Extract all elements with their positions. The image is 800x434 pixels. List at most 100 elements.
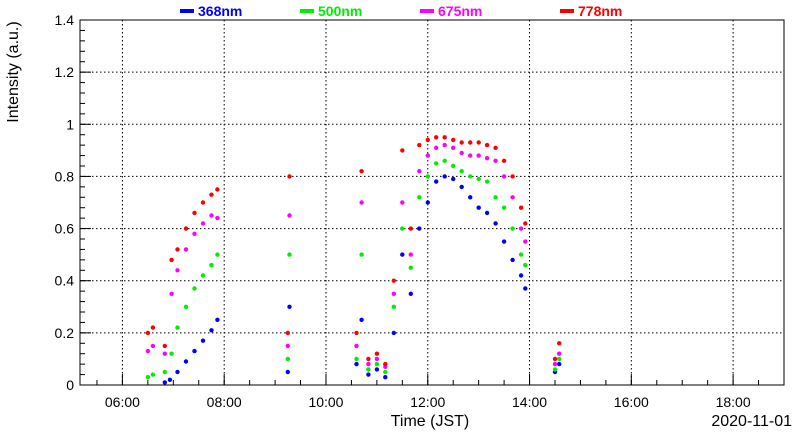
data-point-368nm bbox=[354, 361, 359, 367]
data-point-500nm bbox=[557, 356, 562, 362]
data-point-500nm bbox=[518, 252, 524, 257]
data-point-500nm bbox=[285, 356, 290, 362]
data-point-368nm bbox=[442, 174, 447, 179]
data-point-675nm bbox=[451, 145, 456, 150]
data-point-368nm bbox=[383, 375, 388, 380]
data-point-675nm bbox=[468, 153, 473, 158]
data-point-778nm bbox=[287, 174, 292, 179]
data-point-778nm bbox=[425, 137, 430, 143]
data-point-368nm bbox=[209, 328, 214, 333]
data-point-500nm bbox=[552, 367, 558, 372]
data-point-778nm bbox=[285, 330, 290, 336]
data-point-675nm bbox=[518, 226, 524, 231]
data-point-675nm bbox=[150, 343, 156, 349]
data-point-500nm bbox=[459, 169, 464, 174]
y-axis-title: Intensity (a.u.) bbox=[5, 21, 22, 122]
y-tick-label: 0.2 bbox=[55, 325, 75, 341]
data-point-675nm bbox=[501, 174, 507, 179]
data-points bbox=[145, 135, 562, 385]
data-point-368nm bbox=[366, 372, 371, 377]
data-point-500nm bbox=[425, 174, 430, 179]
data-point-368nm bbox=[501, 239, 507, 244]
data-point-675nm bbox=[523, 239, 528, 244]
data-point-500nm bbox=[476, 176, 481, 182]
data-point-778nm bbox=[383, 361, 388, 367]
data-point-500nm bbox=[484, 179, 490, 184]
data-point-675nm bbox=[459, 150, 464, 156]
legend-label: 778nm bbox=[578, 3, 622, 19]
legend-label: 675nm bbox=[438, 3, 482, 19]
data-point-500nm bbox=[417, 195, 422, 200]
data-point-675nm bbox=[145, 348, 151, 354]
data-point-500nm bbox=[374, 361, 380, 367]
data-point-675nm bbox=[484, 156, 490, 161]
data-point-778nm bbox=[476, 140, 481, 145]
plot-frame bbox=[79, 19, 785, 386]
data-point-368nm bbox=[200, 338, 206, 343]
data-point-500nm bbox=[150, 372, 156, 377]
data-point-778nm bbox=[175, 247, 180, 252]
data-point-368nm bbox=[468, 195, 473, 200]
data-point-778nm bbox=[192, 210, 197, 216]
data-point-778nm bbox=[359, 169, 364, 174]
plot-area bbox=[80, 20, 784, 385]
x-tick-label: 08:00 bbox=[207, 394, 242, 410]
data-point-778nm bbox=[493, 145, 498, 150]
x-tick-label: 10:00 bbox=[308, 394, 343, 410]
data-point-500nm bbox=[391, 304, 396, 309]
x-tick-label: 18:00 bbox=[716, 394, 751, 410]
data-point-778nm bbox=[209, 192, 214, 197]
data-point-500nm bbox=[145, 375, 151, 380]
data-point-500nm bbox=[287, 252, 292, 257]
y-tick-label: 0.4 bbox=[55, 273, 75, 289]
data-point-500nm bbox=[192, 286, 197, 291]
x-axis-title: Time (JST) bbox=[391, 413, 470, 430]
data-point-675nm bbox=[215, 215, 220, 221]
data-point-778nm bbox=[417, 142, 422, 148]
data-point-368nm bbox=[400, 252, 405, 257]
data-point-368nm bbox=[162, 380, 167, 385]
data-point-368nm bbox=[557, 361, 562, 367]
data-point-500nm bbox=[493, 195, 498, 200]
data-point-675nm bbox=[476, 153, 481, 158]
data-point-778nm bbox=[145, 330, 151, 336]
data-point-675nm bbox=[285, 343, 290, 349]
data-point-778nm bbox=[169, 257, 174, 263]
date-label: 2020-11-01 bbox=[711, 413, 792, 430]
data-point-778nm bbox=[501, 158, 507, 163]
data-point-500nm bbox=[442, 158, 447, 163]
data-point-778nm bbox=[484, 142, 490, 148]
data-point-368nm bbox=[510, 257, 515, 263]
data-point-500nm bbox=[354, 356, 359, 362]
data-point-675nm bbox=[493, 158, 498, 163]
data-point-368nm bbox=[484, 210, 490, 216]
data-point-500nm bbox=[366, 367, 371, 372]
data-point-500nm bbox=[451, 163, 456, 169]
x-tick-label: 12:00 bbox=[410, 394, 445, 410]
data-point-500nm bbox=[215, 252, 220, 257]
data-point-368nm bbox=[408, 291, 413, 296]
data-point-675nm bbox=[552, 361, 558, 367]
data-point-675nm bbox=[425, 153, 430, 158]
data-point-368nm bbox=[359, 317, 364, 322]
data-point-368nm bbox=[459, 184, 464, 190]
data-point-500nm bbox=[209, 262, 214, 268]
data-point-675nm bbox=[287, 213, 292, 218]
data-point-368nm bbox=[518, 273, 524, 278]
y-tick-label: 0 bbox=[66, 377, 74, 393]
data-point-368nm bbox=[493, 221, 498, 226]
data-point-778nm bbox=[183, 226, 189, 231]
data-point-778nm bbox=[557, 341, 562, 346]
data-point-500nm bbox=[501, 205, 507, 210]
data-point-500nm bbox=[162, 369, 167, 375]
data-point-675nm bbox=[175, 268, 180, 273]
data-point-500nm bbox=[200, 273, 206, 278]
data-point-778nm bbox=[366, 356, 371, 362]
data-point-675nm bbox=[408, 252, 413, 257]
data-point-500nm bbox=[359, 252, 364, 257]
data-point-368nm bbox=[391, 330, 396, 336]
data-point-368nm bbox=[523, 286, 528, 291]
data-point-778nm bbox=[374, 351, 380, 356]
data-point-675nm bbox=[162, 351, 167, 356]
data-point-500nm bbox=[169, 351, 174, 356]
